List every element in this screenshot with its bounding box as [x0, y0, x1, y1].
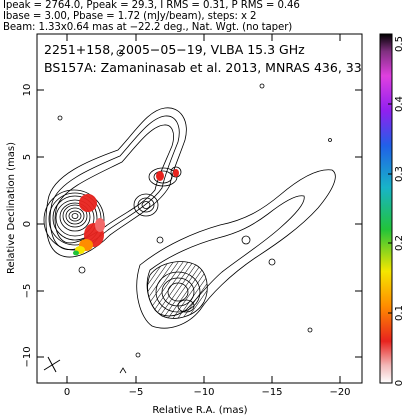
- x-tick-label: −10: [193, 387, 214, 398]
- colorbar-tick-label: 0.4: [394, 96, 405, 112]
- colorbar-tick-label: 0.1: [394, 305, 405, 321]
- x-axis-ticks: [66, 34, 341, 383]
- colorbar: [379, 33, 393, 384]
- header-line-2: Ibase = 3.00, Pbase = 1.72 (mJy/beam), s…: [3, 11, 257, 22]
- contour-layer: [43, 49, 336, 374]
- colorbar-tick-label: 0: [394, 380, 405, 386]
- y-tick-label: −10: [22, 346, 33, 367]
- header-line-3: Beam: 1.33x0.64 mas at −22.2 deg., Nat. …: [3, 22, 293, 33]
- y-axis-title: Relative Declination (mas): [6, 142, 17, 274]
- plot-annotation-2: BS157A: Zamaninasab et al. 2013, MNRAS 4…: [44, 60, 378, 75]
- y-tick-label: 0: [22, 221, 33, 227]
- x-tick-label: −15: [261, 387, 282, 398]
- colorbar-tick-label: 0.3: [394, 166, 405, 182]
- x-tick-label: 0: [64, 387, 70, 398]
- colorbar-tick-label: 0.5: [394, 36, 405, 52]
- x-tick-label: −5: [129, 387, 144, 398]
- colorbar-ticks: [388, 33, 392, 384]
- y-axis-ticks: [37, 89, 362, 358]
- y-tick-label: 5: [22, 154, 33, 160]
- header-line-1: Ipeak = 2764.0, Ppeak = 29.3, I RMS = 0.…: [3, 0, 300, 11]
- x-tick-label: −20: [329, 387, 350, 398]
- y-tick-label: −5: [22, 284, 33, 299]
- y-tick-label: 10: [22, 84, 33, 97]
- x-axis-title: Relative R.A. (mas): [152, 405, 247, 416]
- polarization-layer: [73, 169, 179, 256]
- beam-symbol: [43, 356, 61, 373]
- plot-annotation-1: 2251+158, 2005−05−19, VLBA 15.3 GHz: [44, 42, 305, 57]
- colorbar-tick-label: 0.2: [394, 235, 405, 251]
